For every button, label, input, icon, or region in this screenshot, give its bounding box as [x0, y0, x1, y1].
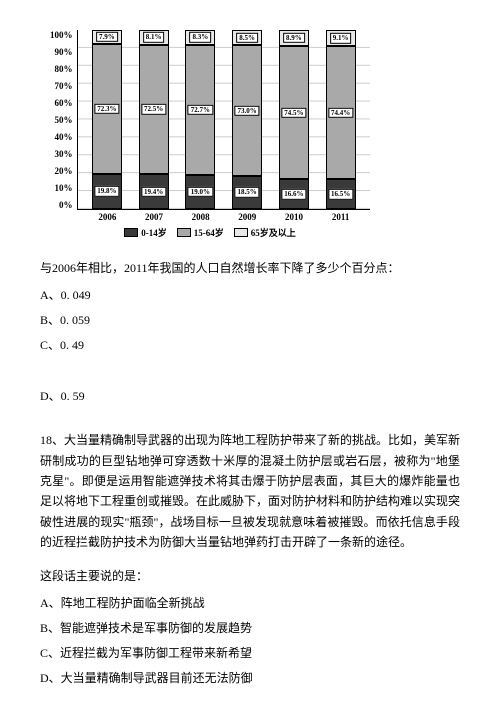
bar-segment: 9.1% [326, 30, 356, 46]
bar-segment: 16.5% [326, 179, 356, 209]
q17-prompt: 与2006年相比，2011年我国的人口自然增长率下降了多少个百分点： [40, 259, 460, 278]
bar-segment: 74.5% [279, 46, 309, 179]
legend-item-15-64: 15-64岁 [177, 226, 224, 239]
bar-segment: 8.9% [279, 30, 309, 46]
bar-segment: 72.7% [185, 45, 215, 175]
bar-value-label: 72.3% [94, 104, 119, 114]
bar-value-label: 19.0% [188, 187, 213, 197]
bar-value-label: 7.9% [96, 32, 118, 42]
bar-segment: 7.9% [92, 30, 122, 44]
bar-value-label: 8.5% [236, 32, 258, 42]
legend-label: 0-14岁 [141, 226, 167, 239]
bar-segment: 8.3% [185, 30, 215, 45]
bar-value-label: 73.0% [235, 105, 260, 115]
ytick: 30% [55, 149, 73, 159]
swatch-icon [177, 228, 191, 237]
bar-segment: 73.0% [232, 45, 262, 176]
bar-segment: 8.1% [139, 30, 169, 44]
legend-item-65plus: 65岁及以上 [234, 226, 296, 239]
bar: 18.5% 73.0% 8.5% [232, 30, 262, 209]
ytick: 40% [55, 132, 73, 142]
bar-segment: 72.5% [139, 45, 169, 175]
q18-body: 18、大当量精确制导武器的出现为阵地工程防护带来了新的挑战。比如，美军新研制成功… [40, 430, 460, 552]
bar-segment: 19.8% [92, 174, 122, 209]
xtick: 2006 [92, 212, 122, 222]
bar-value-label: 19.4% [141, 186, 166, 196]
bar-value-label: 16.6% [281, 189, 306, 199]
ytick: 10% [55, 183, 73, 193]
bar-value-label: 9.1% [330, 33, 352, 43]
bar-segment: 74.4% [326, 46, 356, 179]
legend-label: 65岁及以上 [251, 226, 296, 239]
q17-option-d: D、0. 59 [40, 387, 460, 404]
xtick: 2011 [326, 212, 356, 222]
ytick: 80% [55, 64, 73, 74]
legend-item-0-14: 0-14岁 [124, 226, 167, 239]
xtick: 2009 [232, 212, 262, 222]
bar-segment: 8.5% [232, 30, 262, 45]
legend-label: 15-64岁 [194, 226, 224, 239]
q17-option-a: A、0. 049 [40, 286, 460, 303]
plot-area: 19.8% 72.3% 7.9% 19.4% 72.5% 8.1% 19.0% 72.7% 8.… [77, 30, 371, 210]
ytick: 90% [55, 47, 73, 57]
bar-value-label: 74.5% [281, 107, 306, 117]
q18-option-c: C、近程拦截为军事防御工程带来新希望 [40, 644, 460, 661]
swatch-icon [124, 228, 138, 237]
bar-segment: 19.0% [185, 175, 215, 209]
q18-option-a: A、阵地工程防护面临全新挑战 [40, 594, 460, 611]
bar-value-label: 74.4% [328, 108, 353, 118]
ytick: 20% [55, 166, 73, 176]
q18-option-b: B、智能遮弹技术是军事防御的发展趋势 [40, 619, 460, 636]
bar-value-label: 19.8% [94, 186, 119, 196]
xtick: 2007 [139, 212, 169, 222]
q17-option-b: B、0. 059 [40, 311, 460, 328]
bar-value-label: 18.5% [235, 187, 260, 197]
bar-value-label: 72.7% [188, 105, 213, 115]
swatch-icon [234, 228, 248, 237]
bar-segment: 16.6% [279, 179, 309, 209]
ytick: 100% [50, 30, 73, 40]
bar-value-label: 8.9% [283, 33, 305, 43]
bar-value-label: 16.5% [328, 189, 353, 199]
q18-option-d: D、大当量精确制导武器目前还无法防御 [40, 669, 460, 686]
bar-value-label: 8.1% [143, 32, 165, 42]
population-age-chart: 100% 90% 80% 70% 60% 50% 40% 30% 20% 10%… [50, 30, 370, 239]
q17-option-c: C、0. 49 [40, 336, 460, 353]
bar-value-label: 72.5% [141, 104, 166, 114]
bar-segment: 72.3% [92, 44, 122, 173]
bar-value-label: 8.3% [190, 32, 212, 42]
bar: 19.8% 72.3% 7.9% [92, 30, 122, 209]
chart-area: 100% 90% 80% 70% 60% 50% 40% 30% 20% 10%… [50, 30, 370, 210]
y-axis: 100% 90% 80% 70% 60% 50% 40% 30% 20% 10%… [50, 30, 77, 210]
xtick: 2008 [186, 212, 216, 222]
bar-segment: 18.5% [232, 176, 262, 209]
x-axis: 2006 2007 2008 2009 2010 2011 [78, 210, 370, 222]
legend: 0-14岁 15-64岁 65岁及以上 [50, 226, 370, 239]
ytick: 60% [55, 98, 73, 108]
ytick: 50% [55, 115, 73, 125]
bar-segment: 19.4% [139, 174, 169, 209]
bar: 16.5% 74.4% 9.1% [326, 30, 356, 209]
bar: 16.6% 74.5% 8.9% [279, 30, 309, 209]
q18-stem: 这段话主要说的是： [40, 567, 460, 586]
ytick: 70% [55, 81, 73, 91]
ytick: 0% [59, 200, 73, 210]
bar: 19.4% 72.5% 8.1% [139, 30, 169, 209]
xtick: 2010 [279, 212, 309, 222]
bar: 19.0% 72.7% 8.3% [185, 30, 215, 209]
